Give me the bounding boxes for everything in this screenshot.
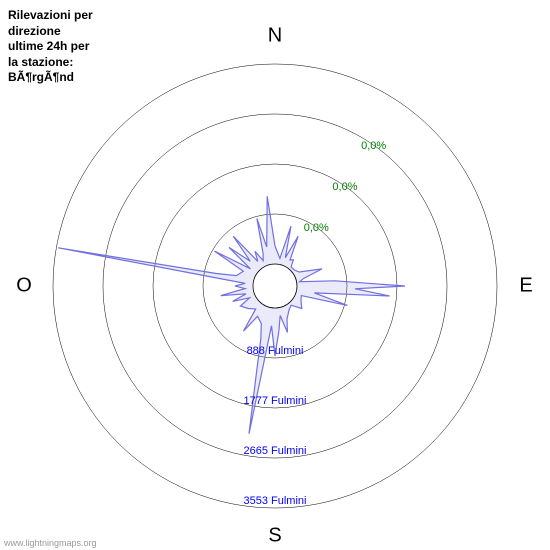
ring-label-count: 2665 Fulmini bbox=[244, 445, 307, 457]
footer-credit: www.lightningmaps.org bbox=[4, 538, 97, 548]
cardinal-s: S bbox=[268, 524, 281, 546]
ring-label-percent: 0,0% bbox=[361, 140, 386, 152]
ring-label-count: 3553 Fulmini bbox=[244, 495, 307, 507]
ring-label-count: 1777 Fulmini bbox=[244, 395, 307, 407]
cardinal-n: N bbox=[268, 24, 282, 46]
polar-chart: 0,0% 0,0% 0,0% 888 Fulmini 1777 Fulmini 2665… bbox=[0, 0, 550, 550]
cardinal-e: E bbox=[519, 274, 532, 296]
ring-label-percent: 0,0% bbox=[332, 181, 357, 193]
rose-polygon bbox=[58, 196, 405, 433]
center-circle bbox=[253, 264, 297, 308]
ring-label-count: 888 Fulmini bbox=[247, 345, 304, 357]
cardinal-o: O bbox=[16, 274, 32, 296]
ring-label-percent: 0,0% bbox=[304, 222, 329, 234]
